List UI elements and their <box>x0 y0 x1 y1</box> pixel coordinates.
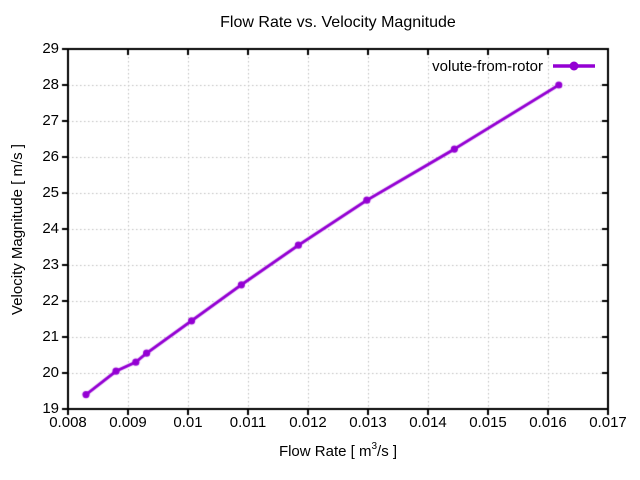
y-tick-label: 19 <box>42 400 59 417</box>
legend-line-sample-icon <box>553 61 595 71</box>
y-tick-label: 21 <box>42 328 59 345</box>
x-tick-label: 0.017 <box>589 414 627 431</box>
x-tick-label: 0.016 <box>529 414 567 431</box>
y-tick-label: 27 <box>42 112 59 129</box>
y-tick-label: 24 <box>42 220 59 237</box>
legend-label: volute-from-rotor <box>432 57 543 75</box>
x-axis-label-superscript: 3 <box>371 441 378 452</box>
y-tick-label: 25 <box>42 184 59 201</box>
x-axis-label: Flow Rate [ m3/s ] <box>68 441 608 460</box>
x-tick-label: 0.01 <box>173 414 203 431</box>
x-tick-label: 0.013 <box>349 414 387 431</box>
x-tick-label: 0.009 <box>109 414 147 431</box>
y-tick-label: 23 <box>42 256 59 273</box>
y-tick-label: 22 <box>42 292 59 309</box>
y-tick-label: 28 <box>42 76 59 93</box>
x-axis-label-prefix: Flow Rate [ m <box>278 443 372 460</box>
x-tick-label: 0.011 <box>229 414 267 431</box>
y-tick-label: 26 <box>42 148 59 165</box>
y-axis-label-text: Velocity Magnitude [ m/s ] <box>8 143 26 315</box>
y-tick-label: 29 <box>42 40 59 57</box>
y-tick-label: 20 <box>42 364 59 381</box>
legend: volute-from-rotor <box>432 57 596 75</box>
y-axis-label: Velocity Magnitude [ m/s ] <box>6 49 28 409</box>
x-axis-label-suffix: /s ] <box>377 443 398 460</box>
chart-title: Flow Rate vs. Velocity Magnitude <box>220 14 456 31</box>
x-tick-label: 0.015 <box>469 414 507 431</box>
x-tick-label: 0.008 <box>49 414 87 431</box>
x-tick-label: 0.014 <box>409 414 447 431</box>
x-tick-label: 0.012 <box>289 414 327 431</box>
